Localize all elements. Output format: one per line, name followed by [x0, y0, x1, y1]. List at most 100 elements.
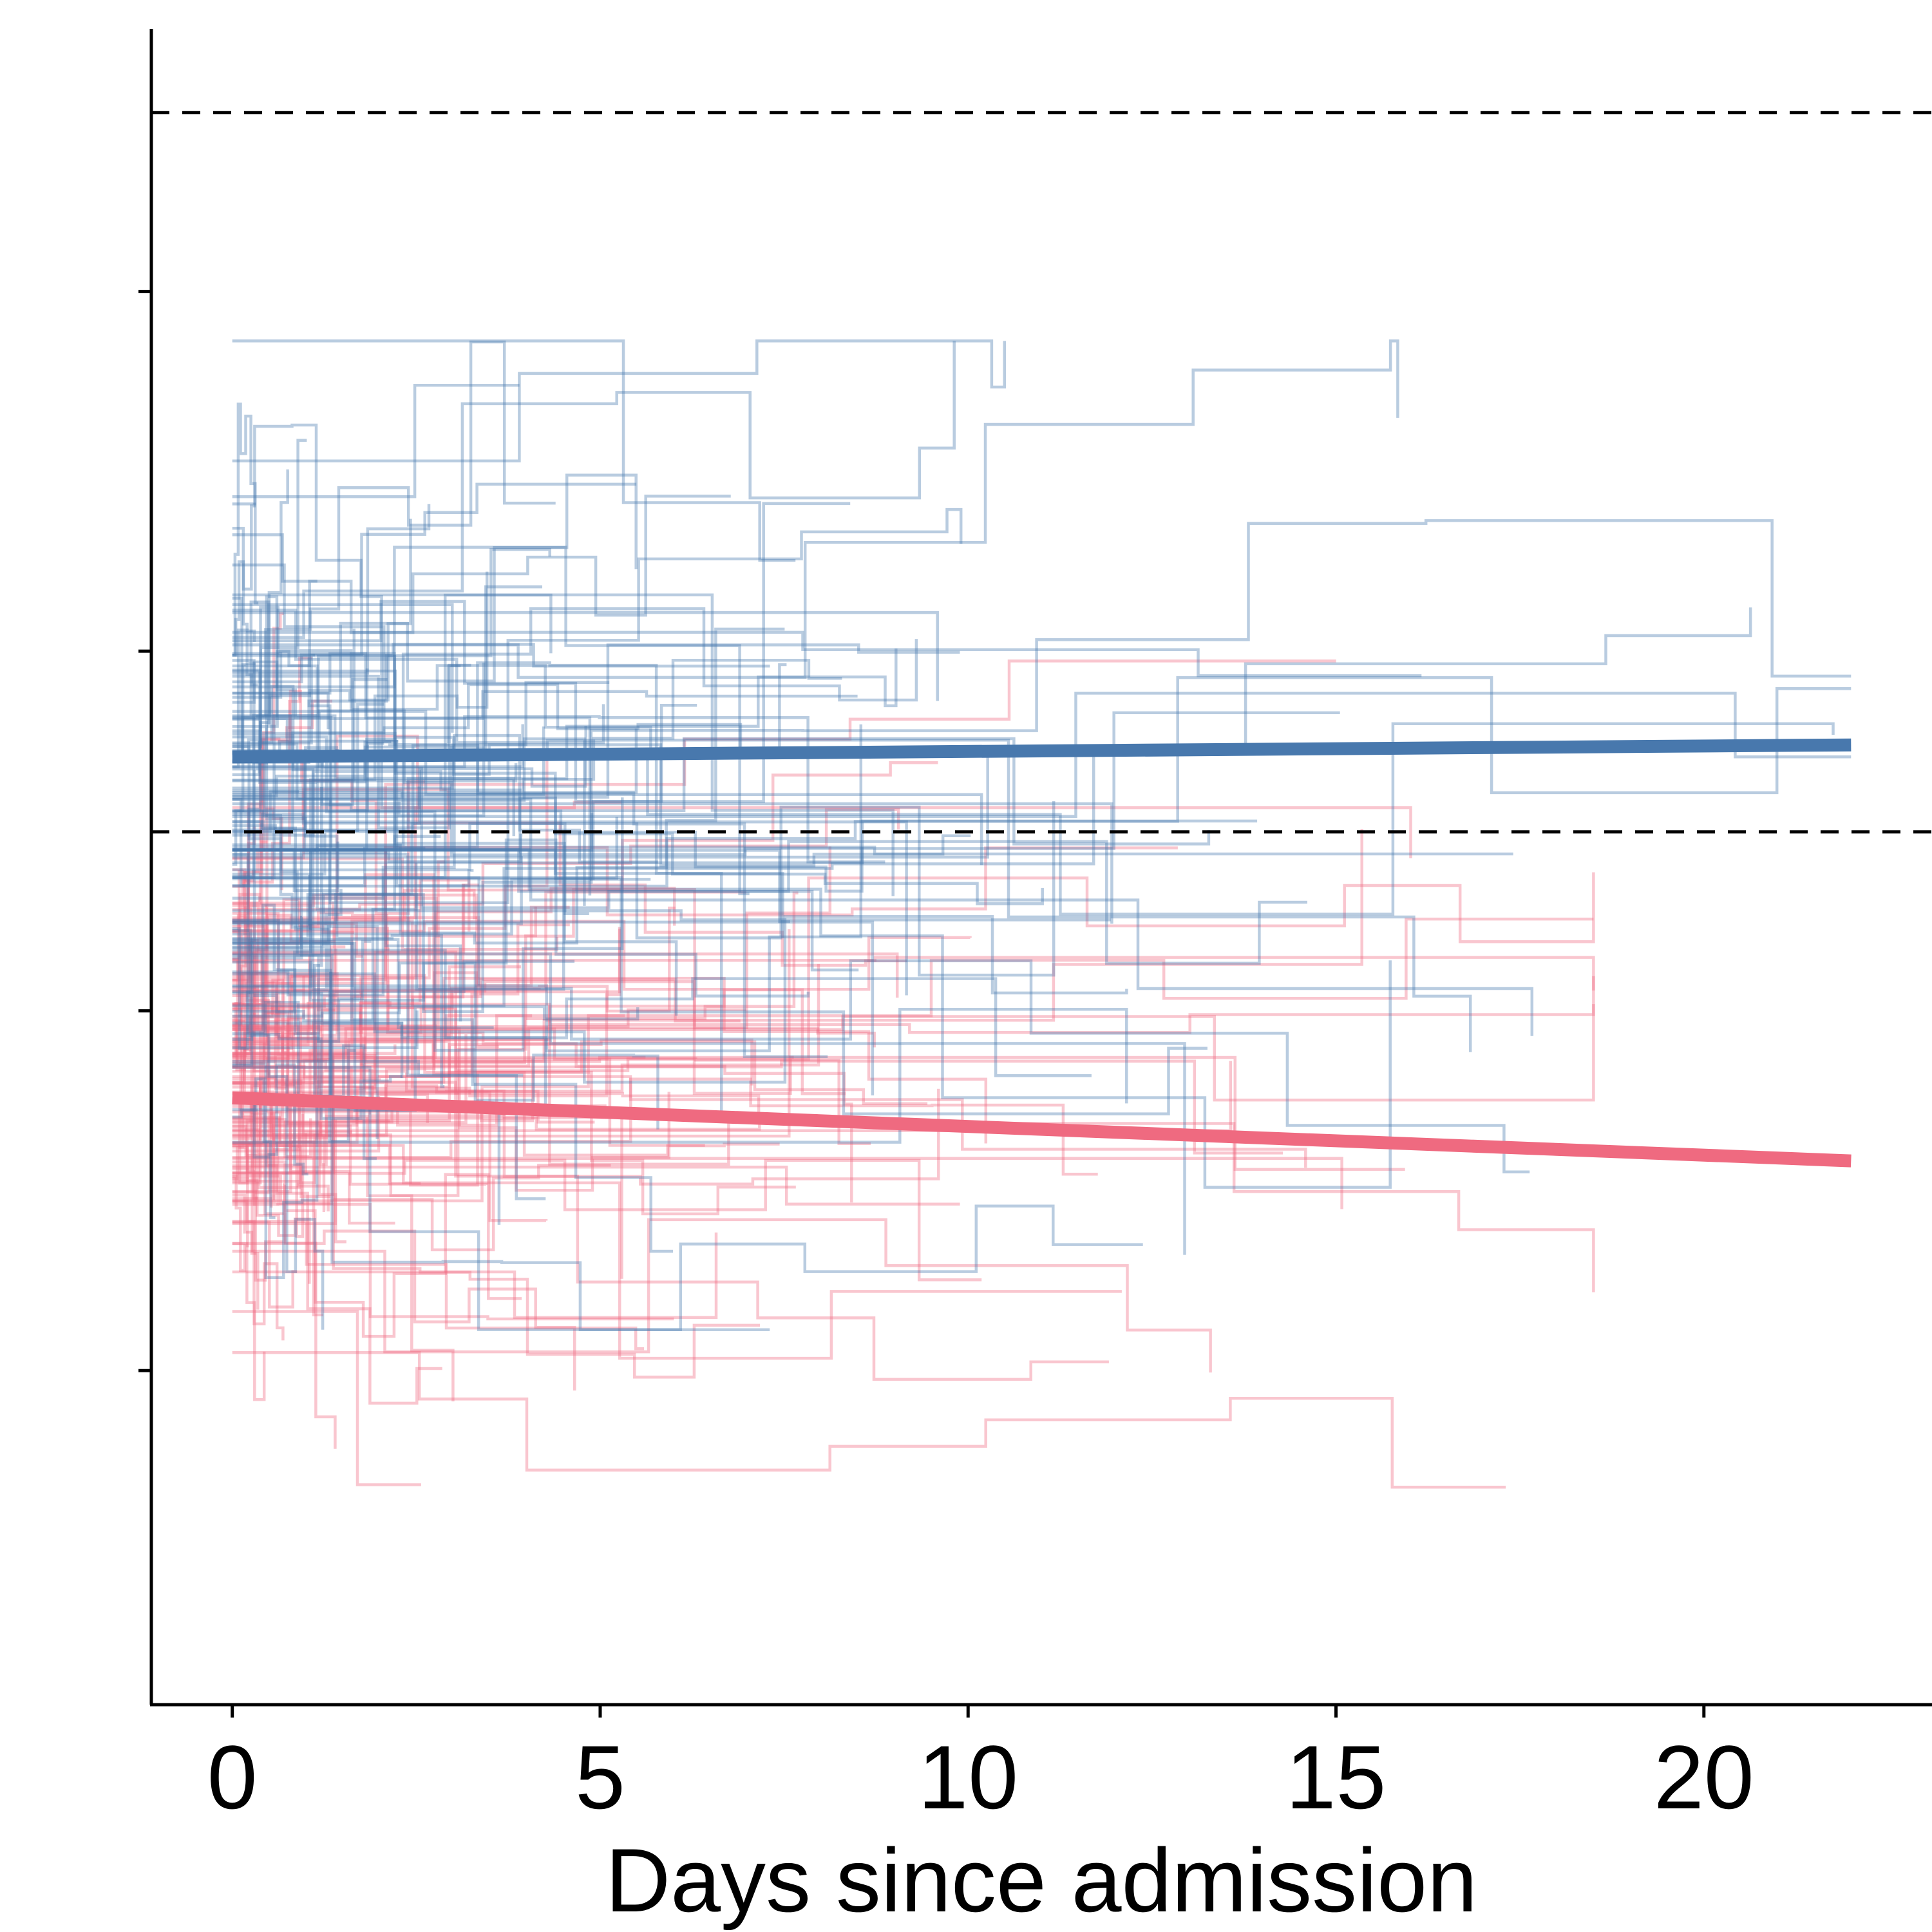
red-trajectory [232, 1008, 305, 1238]
blue-trajectory [232, 664, 441, 911]
red-trajectory [232, 1065, 262, 1141]
blue-trajectory [232, 683, 773, 834]
blue-trajectory [232, 571, 489, 989]
blue-trajectory [232, 925, 379, 1139]
blue-trajectory [232, 841, 339, 892]
blue-trajectory [232, 878, 651, 936]
red-trajectory [232, 699, 332, 997]
red-trajectory [232, 952, 899, 998]
red-trajectory [232, 1118, 312, 1159]
red-trajectory [232, 1166, 960, 1206]
red-trajectory [232, 846, 832, 1068]
blue-trajectory [232, 728, 638, 1014]
x-ticks: 0 5 10 15 20 [207, 1705, 1754, 1828]
blue-trajectory [232, 940, 673, 1253]
blue-trajectory [232, 585, 542, 798]
red-trajectory [232, 752, 426, 915]
red-trajectory [232, 1010, 346, 1244]
blue-trajectory [232, 560, 256, 665]
red-trajectory [232, 963, 820, 1094]
blue-trajectory [232, 918, 312, 931]
red-trajectory [232, 1116, 761, 1226]
blue-trajectory [232, 732, 678, 1016]
red-trajectory [232, 1202, 674, 1321]
blue-trajectory [232, 876, 480, 986]
axes [149, 29, 1932, 1707]
blue-trajectory [232, 482, 637, 684]
red-trajectory [232, 893, 499, 1048]
blue-trajectory [232, 507, 963, 904]
blue-trajectory [232, 519, 1852, 794]
blue-trajectory [232, 743, 971, 867]
red-trajectory [232, 917, 1594, 1043]
red-trajectory [232, 1242, 266, 1401]
red-trajectory [232, 906, 676, 1136]
red-trajectory [232, 1220, 645, 1350]
red-trajectory [232, 1081, 1109, 1381]
blue-trajectory [232, 341, 956, 639]
trajectory-layer [232, 339, 1852, 1489]
red-trajectory [232, 951, 326, 1212]
red-trajectory [232, 929, 621, 1144]
blue-trajectory [232, 473, 638, 752]
red-trajectory [232, 761, 938, 892]
red-trajectory [232, 929, 791, 1138]
red-trajectory [232, 917, 410, 1040]
blue-trajectory [232, 916, 303, 960]
y-ticks [138, 290, 151, 1372]
red-trajectory [232, 1164, 442, 1405]
blue-trajectory [232, 801, 1056, 977]
red-trajectory [232, 1056, 1405, 1171]
blue-trajectory [232, 593, 553, 879]
red-trajectory [232, 887, 876, 1048]
blue-trajectory [232, 1063, 308, 1176]
blue-trajectory [232, 609, 605, 744]
blue-trajectory [232, 502, 851, 880]
blue-trajectory [232, 643, 770, 668]
x-tick-label: 20 [1654, 1727, 1754, 1828]
blue-trajectory [232, 658, 842, 837]
red-trajectory [232, 1140, 324, 1316]
red-trajectory [232, 905, 570, 1175]
red-trajectory [232, 978, 741, 1047]
red-trajectory [232, 1019, 796, 1216]
red-trajectory [232, 1104, 760, 1379]
red-trajectory [232, 1044, 397, 1055]
red-trajectory [232, 889, 477, 1065]
red-trajectory [232, 808, 900, 911]
blue-trajectory [232, 402, 259, 657]
blue-trajectory [232, 737, 1211, 846]
red-trajectory [232, 980, 794, 1095]
blue-trajectory [232, 502, 256, 591]
blue-trajectory [232, 669, 1044, 905]
blue-trajectory [232, 1077, 276, 1219]
reference-lines [151, 111, 1932, 834]
blue-trajectory [232, 654, 610, 880]
red-trajectory [232, 1229, 576, 1391]
red-trajectory [232, 1084, 548, 1222]
blue-trajectory [232, 564, 399, 743]
blue-trajectory [232, 909, 1111, 922]
blue-trajectory [232, 710, 545, 796]
blue-trajectory [232, 840, 1307, 965]
blue-trajectory [232, 652, 723, 1115]
red-trajectory [232, 906, 538, 1197]
red-trajectory [232, 1027, 273, 1208]
blue-trajectory [232, 961, 659, 1130]
red-trajectory [232, 890, 746, 992]
red-trajectory [232, 808, 283, 1149]
blue-trajectory [232, 630, 1422, 677]
red-trajectory [232, 960, 305, 1060]
blue-trajectory [232, 627, 785, 945]
blue-trajectory [232, 849, 790, 923]
blue-trajectory [232, 603, 454, 733]
red-trajectory [232, 978, 287, 1056]
blue-trajectory [232, 862, 418, 1023]
blue-trajectory [232, 760, 859, 972]
blue-trajectory [232, 838, 810, 1002]
red-trajectory [232, 1077, 1098, 1176]
blue-trajectory [232, 607, 918, 846]
red-trajectory [232, 1144, 1122, 1360]
